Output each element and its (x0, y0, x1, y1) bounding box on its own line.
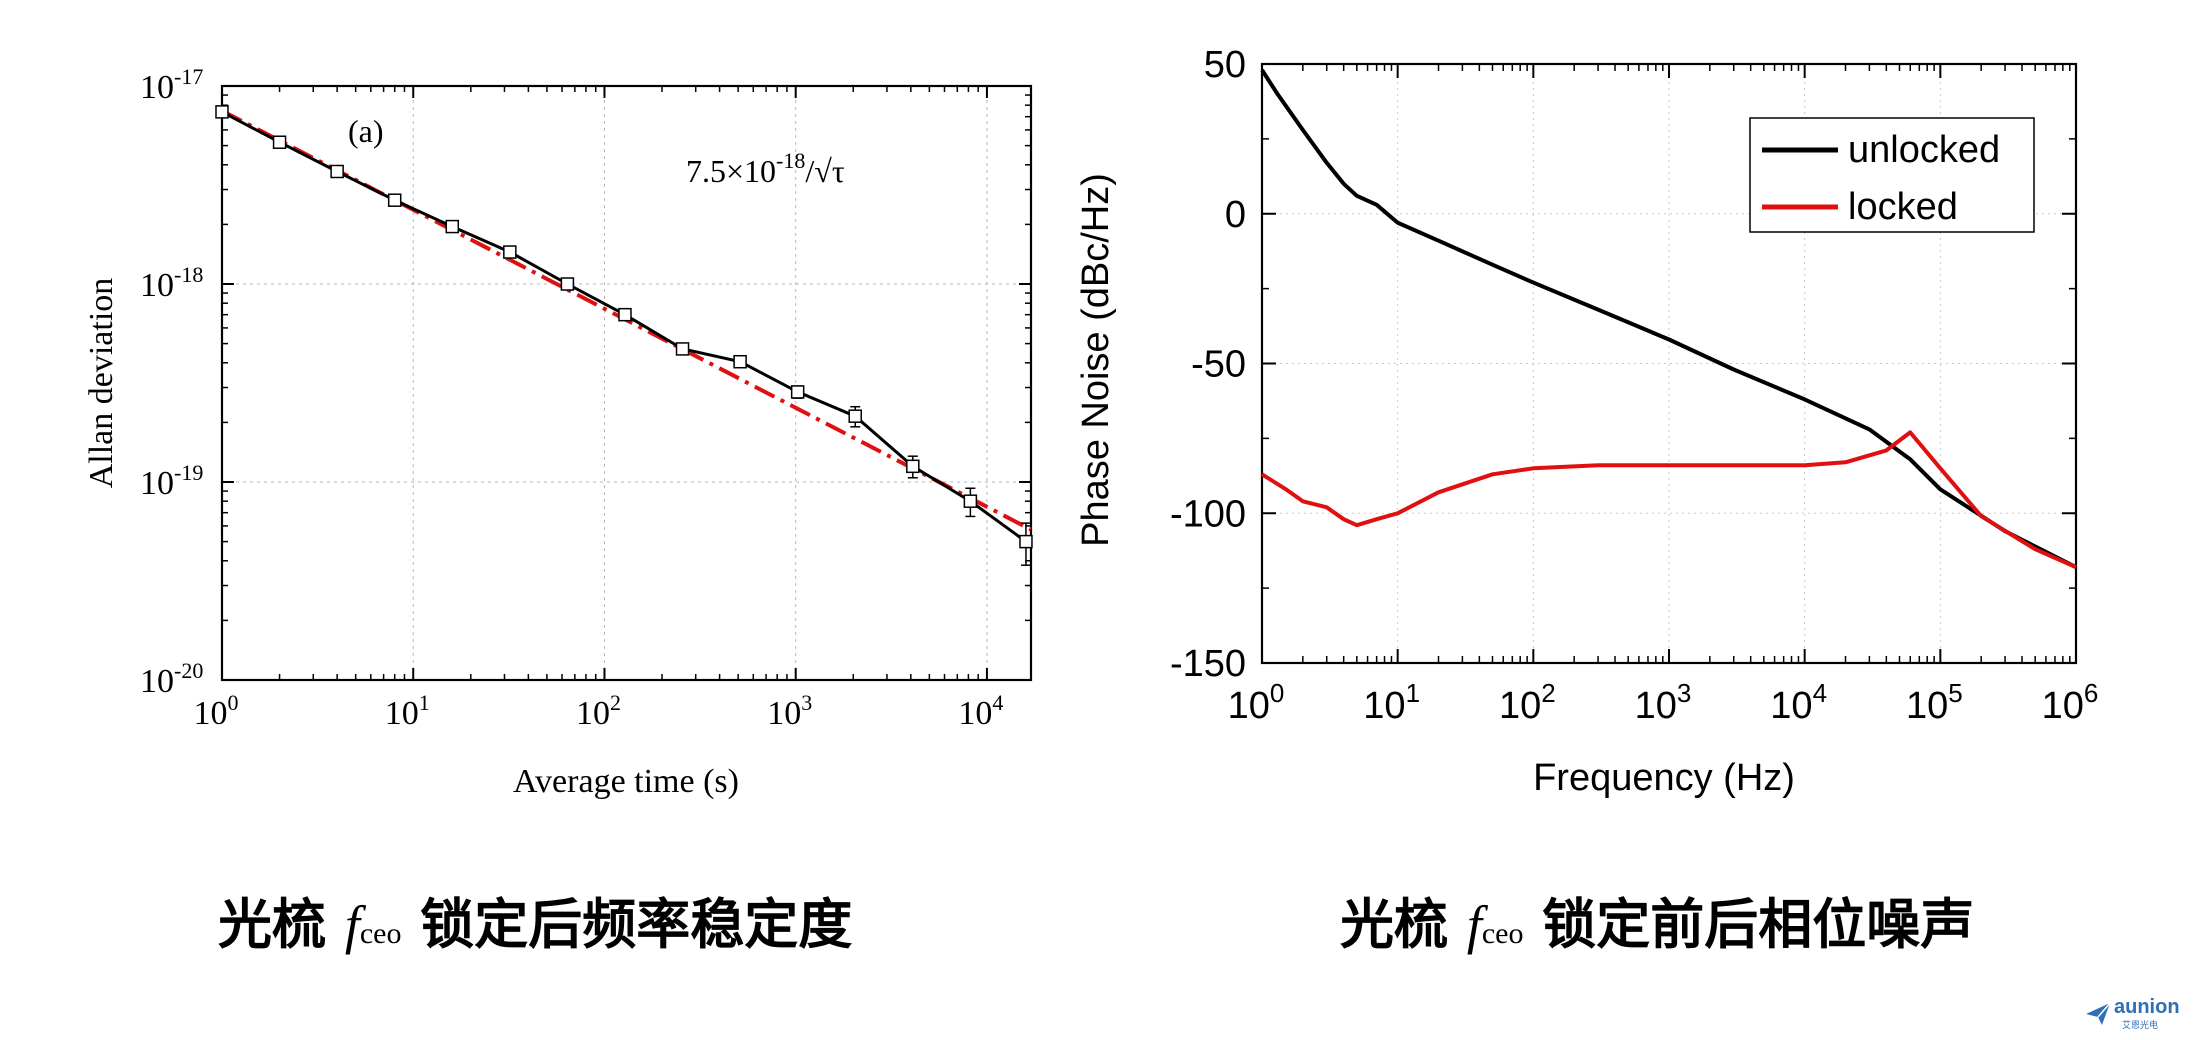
brand-subtitle: 艾恩光电 (2122, 1021, 2159, 1031)
fit-annotation-prefix: 7.5×10 (686, 153, 776, 189)
brand-name: aunion (2114, 996, 2180, 1018)
right-caption-pre: 光梳 (1340, 892, 1467, 956)
phase-noise-chart: 100 101 102 103 104 105 106 50 0 -50 -100 -150 unl… (1075, 44, 2098, 799)
right-x-tick-label: 105 (1906, 678, 1963, 727)
data-point (848, 409, 862, 423)
right-caption-f: f (1466, 895, 1482, 955)
right-caption-post: 锁定前后相位噪声 (1523, 892, 1975, 956)
left-y-tick-label: 10-20 (140, 658, 203, 700)
data-point (503, 245, 517, 259)
left-series (215, 105, 1033, 566)
right-caption: 光梳 fceo 锁定前后相位噪声 (1340, 880, 1974, 959)
data-point (963, 494, 978, 508)
series-line-unlocked (1260, 68, 2077, 569)
fit-annotation: 7.5×10-18/√τ (686, 148, 845, 189)
data-point (272, 135, 287, 149)
left-y-tick-labels: 10-17 10-18 10-19 10-20 (140, 64, 203, 700)
right-ticks (1261, 63, 2077, 664)
series-line-locked (1260, 430, 2077, 570)
left-x-tick-label: 104 (958, 690, 1003, 732)
paper-plane-icon (2086, 1002, 2111, 1025)
legend-label-locked: locked (1848, 186, 1958, 228)
left-y-tick-label: 10-19 (140, 460, 203, 502)
right-y-tick-label: 0 (1225, 194, 1246, 236)
data-point (675, 342, 690, 356)
right-x-tick-labels: 100 101 102 103 104 105 106 (1228, 678, 2099, 727)
data-point (906, 459, 920, 474)
left-panel-label: (a) (348, 113, 384, 149)
brand-logo: aunion 艾恩光电 (2084, 996, 2184, 1032)
right-y-tick-label: -100 (1170, 493, 1246, 535)
left-x-axis-title: Average time (s) (513, 763, 739, 800)
right-y-tick-label: -150 (1170, 643, 1246, 685)
data-point (1019, 534, 1033, 549)
data-point (733, 354, 747, 369)
right-x-tick-label: 106 (2042, 678, 2099, 727)
data-point (790, 385, 805, 399)
left-x-tick-label: 102 (576, 690, 621, 732)
right-y-tick-label: 50 (1204, 44, 1246, 86)
left-caption-post: 锁定后频率稳定度 (401, 892, 853, 956)
right-x-axis-title: Frequency (Hz) (1533, 757, 1795, 799)
right-y-axis-title: Phase Noise (dBc/Hz) (1075, 173, 1117, 547)
left-grid (222, 86, 1031, 680)
right-y-tick-labels: 50 0 -50 -100 -150 (1170, 44, 1246, 685)
right-x-tick-label: 101 (1363, 678, 1420, 727)
left-caption-pre: 光梳 (218, 892, 345, 956)
right-x-tick-label: 100 (1228, 678, 1285, 727)
data-point (387, 193, 402, 207)
right-series (1260, 68, 2077, 570)
data-point (215, 105, 229, 119)
legend-box (1749, 117, 2035, 233)
fit-annotation-suffix: /√τ (805, 153, 844, 189)
left-x-tick-label: 100 (194, 690, 239, 732)
left-y-axis-title: Allan deviation (83, 278, 120, 489)
data-point (445, 219, 460, 234)
left-y-tick-label: 10-17 (140, 64, 203, 106)
fit-annotation-exp: -18 (776, 148, 805, 173)
left-y-tick-label: 10-18 (140, 262, 203, 304)
allan-deviation-chart: 100 101 102 103 104 10-17 10-18 10-19 10-20 (a)… (83, 64, 1033, 800)
left-ticks (221, 85, 1031, 681)
right-legend: unlocked locked (1749, 117, 2035, 233)
data-point (560, 277, 575, 291)
left-plot-frame (220, 84, 1033, 682)
left-x-tick-label: 103 (767, 690, 812, 732)
right-y-tick-label: -50 (1191, 344, 1246, 386)
legend-label-unlocked: unlocked (1848, 129, 2000, 171)
left-caption-f: f (344, 895, 360, 955)
right-x-tick-label: 103 (1635, 678, 1692, 727)
data-point (330, 164, 344, 179)
left-caption-sub: ceo (359, 917, 402, 950)
data-point (618, 307, 632, 322)
left-x-tick-labels: 100 101 102 103 104 (194, 690, 1004, 732)
left-caption: 光梳 fceo 锁定后频率稳定度 (218, 880, 852, 959)
right-x-tick-label: 104 (1770, 678, 1827, 727)
right-x-tick-label: 102 (1499, 678, 1556, 727)
left-x-tick-label: 101 (385, 690, 430, 732)
right-caption-sub: ceo (1481, 917, 1524, 950)
